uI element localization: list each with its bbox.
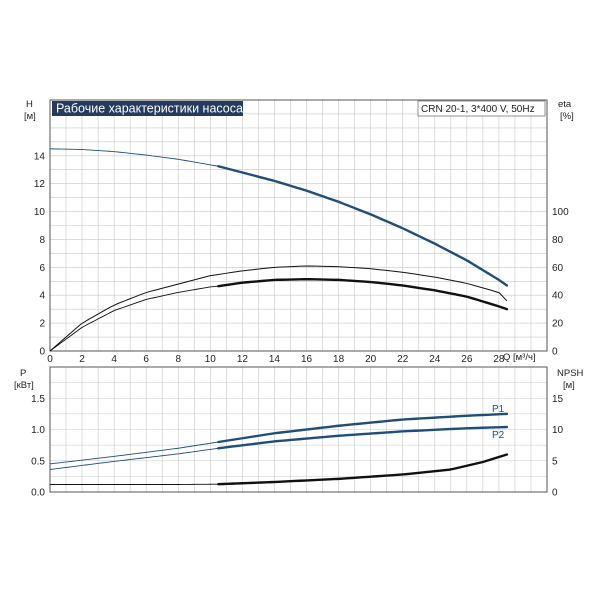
h-axis-unit: [м] xyxy=(24,111,36,122)
x-tick-label: 24 xyxy=(429,354,441,365)
p-tick-label: 1.5 xyxy=(31,394,45,405)
q-axis-unit: [м³/ч] xyxy=(513,352,536,363)
eta-tick-label: 60 xyxy=(552,263,564,274)
eta-tick-label: 40 xyxy=(552,291,564,302)
chart-title-box xyxy=(52,101,243,116)
npsh-tick-label: 10 xyxy=(552,425,564,436)
curve-eta-lower-thin xyxy=(49,285,219,352)
curve-p1-duty xyxy=(217,412,509,444)
tick-labels: 0 2 4 6 8 10 12 14 16 18 20 22 24 26 28024681012140204… xyxy=(31,151,569,498)
x-tick-label: 2 xyxy=(79,354,85,365)
x-tick-label: 6 xyxy=(143,354,149,365)
h-tick-label: 6 xyxy=(39,263,45,274)
h-axis-name: H xyxy=(26,99,33,110)
eta-axis-name: eta xyxy=(558,99,572,110)
npsh-tick-label: 15 xyxy=(552,394,564,405)
h-tick-label: 10 xyxy=(34,207,46,218)
legend-p2: P2 xyxy=(492,430,505,441)
x-tick-label: 18 xyxy=(333,354,345,365)
npsh-axis-name: NPSH xyxy=(557,368,584,379)
p-tick-label: 1.0 xyxy=(31,425,45,436)
x-tick-label: 10 xyxy=(205,354,217,365)
chart-title: Рабочие характеристики насоса xyxy=(56,102,243,116)
legend-p1: P1 xyxy=(492,404,505,415)
npsh-tick-label: 0 xyxy=(552,488,558,499)
h-tick-label: 12 xyxy=(34,179,46,190)
model-label: CRN 20-1, 3*400 V, 50Hz xyxy=(421,104,535,115)
curves xyxy=(49,148,509,486)
npsh-axis-unit: [м] xyxy=(563,380,575,391)
curve-eta-lower-duty xyxy=(217,278,509,311)
h-tick-label: 4 xyxy=(39,291,45,302)
bottom-panel-frame xyxy=(49,366,548,493)
eta-tick-label: 20 xyxy=(552,319,564,330)
x-tick-label: 8 xyxy=(175,354,181,365)
curve-p2-thin xyxy=(49,447,219,470)
curve-p2-duty xyxy=(217,425,509,450)
p-tick-label: 0.5 xyxy=(31,456,45,467)
x-tick-label: 28 xyxy=(493,354,505,365)
x-tick-label: 12 xyxy=(237,354,249,365)
x-tick-label: 4 xyxy=(111,354,117,365)
q-axis-name: Q xyxy=(503,352,510,363)
x-tick-label: 14 xyxy=(269,354,281,365)
top-panel-frame xyxy=(49,99,548,352)
h-tick-label: 0 xyxy=(39,347,45,358)
p-tick-label: 0.0 xyxy=(31,488,45,499)
x-tick-label: 20 xyxy=(365,354,377,365)
eta-tick-label: 0 xyxy=(552,347,558,358)
h-tick-label: 14 xyxy=(34,151,46,162)
p-axis-unit: [кВт] xyxy=(14,380,34,391)
curve-h-duty xyxy=(217,165,509,287)
p-axis-name: P xyxy=(20,368,26,379)
x-tick-label: 26 xyxy=(461,354,473,365)
curve-p1-thin xyxy=(49,441,219,465)
npsh-tick-label: 5 xyxy=(552,456,558,467)
h-tick-label: 8 xyxy=(39,235,45,246)
h-tick-label: 2 xyxy=(39,319,45,330)
x-tick-label: 22 xyxy=(397,354,409,365)
x-tick-label: 16 xyxy=(301,354,313,365)
model-box xyxy=(417,100,546,117)
eta-tick-label: 100 xyxy=(552,207,569,218)
curve-npsh-duty xyxy=(217,453,509,486)
curve-h-thin xyxy=(49,148,219,167)
curve-eta-upper xyxy=(49,265,508,352)
bottom-panel-grid xyxy=(50,367,547,492)
eta-axis-unit: [%] xyxy=(560,111,574,122)
eta-tick-label: 80 xyxy=(552,235,564,246)
x-tick-label: 0 xyxy=(47,354,53,365)
